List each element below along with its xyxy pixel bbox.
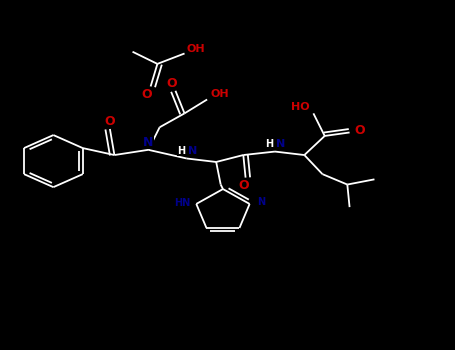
Text: O: O	[354, 124, 365, 137]
Text: O: O	[105, 115, 115, 128]
Text: N: N	[257, 197, 265, 207]
Text: H: H	[177, 146, 186, 156]
Text: HO: HO	[291, 102, 310, 112]
Text: O: O	[142, 88, 152, 100]
Text: N: N	[143, 136, 153, 149]
Text: OH: OH	[211, 89, 229, 99]
Text: O: O	[167, 77, 177, 90]
Text: HN: HN	[175, 198, 191, 208]
Text: N: N	[187, 146, 197, 156]
Text: N: N	[276, 139, 285, 149]
Text: H: H	[265, 139, 273, 149]
Text: OH: OH	[187, 44, 205, 54]
Text: O: O	[238, 179, 248, 192]
